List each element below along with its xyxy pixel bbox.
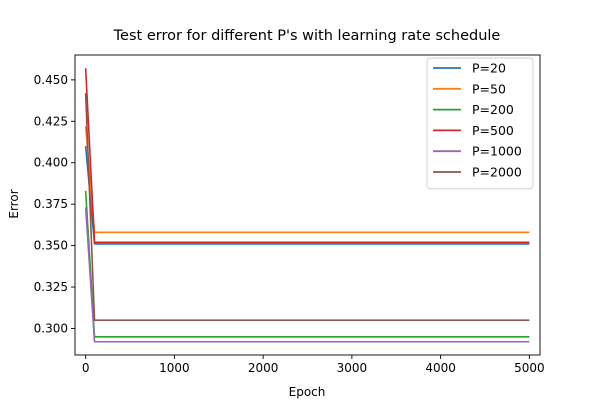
x-axis-label: Epoch: [289, 385, 326, 399]
legend-label-p-500: P=500: [472, 123, 514, 138]
x-tick-label: 4000: [425, 361, 456, 375]
y-tick-label: 0.325: [34, 280, 68, 294]
y-tick-label: 0.300: [34, 321, 68, 335]
legend-label-p-200: P=200: [472, 102, 514, 117]
x-tick-label: 1000: [159, 361, 190, 375]
x-tick-label: 3000: [337, 361, 368, 375]
series-line-p-2000: [84, 93, 530, 321]
legend-label-p-20: P=20: [472, 61, 506, 76]
legend-label-p-2000: P=2000: [472, 165, 522, 180]
legend-label-p-50: P=50: [472, 81, 506, 96]
x-tick-label: 2000: [248, 361, 279, 375]
y-axis-label: Error: [7, 189, 21, 218]
series-line-p-1000: [84, 207, 530, 343]
series-line-p-500: [84, 68, 530, 244]
y-tick-label: 0.400: [34, 156, 68, 170]
legend: P=20 P=50 P=200 P=500 P=1000 P=2000: [426, 57, 534, 190]
legend-label-p-1000: P=1000: [472, 144, 522, 159]
y-tick-label: 0.425: [34, 114, 68, 128]
x-tick-label: 5000: [514, 361, 545, 375]
x-axis: 0 1000 2000 3000 4000 5000: [82, 355, 545, 375]
series-lines: [84, 68, 530, 343]
x-tick-label: 0: [82, 361, 90, 375]
y-tick-label: 0.350: [34, 239, 68, 253]
y-tick-label: 0.375: [34, 197, 68, 211]
chart-title: Test error for different P's with learni…: [113, 28, 501, 44]
y-tick-label: 0.450: [34, 73, 68, 87]
y-axis: 0.300 0.325 0.350 0.375 0.400 0.425 0.450: [34, 73, 75, 335]
legend-box: [426, 57, 534, 190]
